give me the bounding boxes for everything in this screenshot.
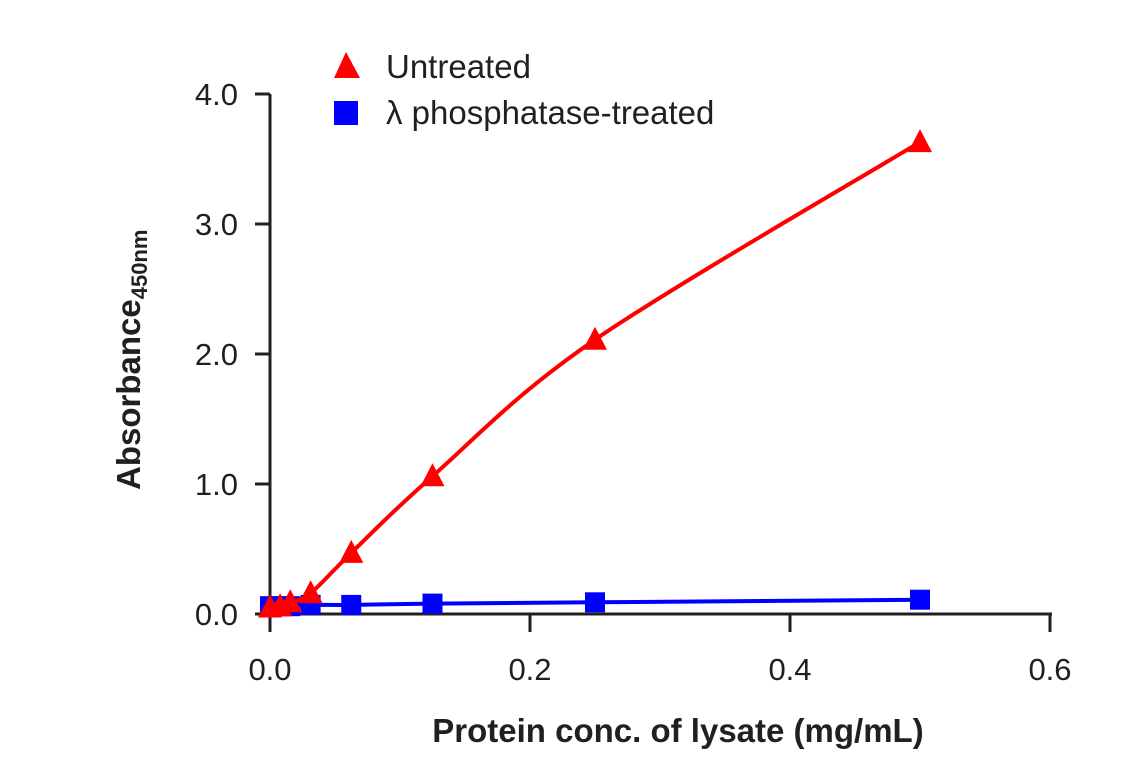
legend-item-phosphatase-treated: λ phosphatase-treated [334,94,714,131]
square-marker-icon [422,593,443,614]
y-tick-label: 0.0 [195,597,238,632]
series-phosphatase-treated [260,589,930,617]
y-tick-label: 1.0 [195,467,238,502]
series-untreated [258,129,932,618]
legend: Untreated λ phosphatase-treated [334,48,714,131]
x-tick-label: 0.6 [1028,652,1071,687]
triangle-marker-icon [583,326,607,350]
triangle-marker-icon [298,580,323,604]
triangle-marker-icon [908,129,932,153]
legend-label-phosphatase-treated: λ phosphatase-treated [386,94,714,131]
svg-text:Absorbance450nm: Absorbance450nm [110,230,152,490]
plot-area [258,129,932,618]
triangle-marker-icon [278,589,303,613]
square-marker-icon [341,594,362,615]
square-marker-icon [585,592,605,613]
x-tick-label: 0.4 [768,652,811,687]
legend-item-untreated: Untreated [334,48,531,85]
legend-label-untreated: Untreated [386,48,531,85]
y-axis: 0.0 1.0 2.0 3.0 4.0 [195,77,272,632]
y-tick-label: 2.0 [195,337,238,372]
x-axis: 0.0 0.2 0.4 0.6 [248,612,1072,687]
x-tick-label: 0.2 [508,652,551,687]
triangle-marker-icon [334,52,360,78]
y-axis-title-subscript: 450nm [127,230,152,300]
y-tick-label: 3.0 [195,207,238,242]
y-axis-title-main: Absorbance [110,299,147,490]
triangle-marker-icon [420,463,445,487]
y-axis-title: Absorbance450nm [110,230,152,490]
triangle-marker-icon [339,539,364,563]
square-marker-icon [334,101,358,125]
x-tick-label: 0.0 [248,652,291,687]
square-marker-icon [910,589,930,610]
x-axis-title: Protein conc. of lysate (mg/mL) [432,712,923,749]
y-tick-label: 4.0 [195,77,238,112]
